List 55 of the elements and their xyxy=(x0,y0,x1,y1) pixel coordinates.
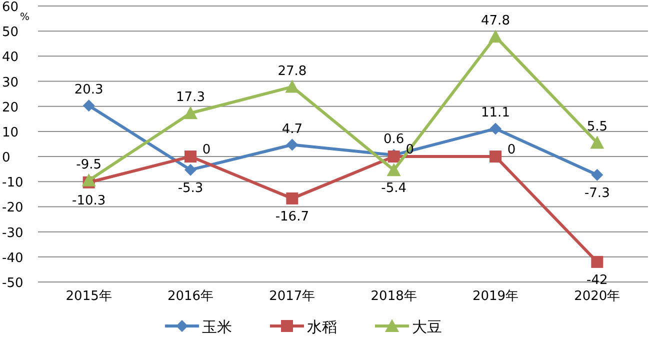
point xyxy=(286,192,298,204)
data-label: -16.7 xyxy=(275,209,309,224)
data-label: 0 xyxy=(507,142,516,158)
legend-label: 大豆 xyxy=(412,318,442,336)
y-tick-label: -30 xyxy=(2,226,24,241)
point xyxy=(591,256,604,268)
y-tick-label: -10 xyxy=(2,176,24,191)
data-label: 17.3 xyxy=(176,90,205,106)
y-tick-label: 20 xyxy=(2,100,19,116)
x-tick-label: 2017年 xyxy=(269,289,316,304)
point xyxy=(285,80,300,93)
data-label: -9.5 xyxy=(76,157,102,172)
y-tick-label: -50 xyxy=(2,276,24,291)
data-label: -5.3 xyxy=(178,180,204,196)
data-label: 5.5 xyxy=(586,120,608,135)
x-tick-label: 2019年 xyxy=(472,289,519,304)
x-tick-label: 2020年 xyxy=(574,289,620,304)
data-label: 27.8 xyxy=(278,64,307,79)
point xyxy=(82,100,95,112)
data-label: 11.1 xyxy=(481,106,510,121)
data-label: 0 xyxy=(406,142,414,158)
y-axis-title: % xyxy=(20,12,30,23)
point xyxy=(286,138,298,151)
y-tick-label: 0 xyxy=(2,150,10,166)
y-tick-label: 50 xyxy=(2,25,19,40)
point xyxy=(591,168,604,181)
y-tick-label: -20 xyxy=(2,200,24,216)
legend-label: 水稻 xyxy=(307,318,337,336)
point xyxy=(184,164,196,176)
x-tick-label: 2018年 xyxy=(370,289,417,304)
point xyxy=(386,163,401,176)
data-label: 47.8 xyxy=(481,14,510,29)
data-label: 4.7 xyxy=(282,122,303,137)
data-label: -5.4 xyxy=(381,181,407,196)
x-tick-label: 2016年 xyxy=(167,289,214,304)
data-label: -42 xyxy=(586,272,608,288)
data-label: -10.3 xyxy=(72,193,106,208)
point xyxy=(184,106,198,120)
y-tick-label: 60 xyxy=(2,0,19,15)
point xyxy=(488,30,502,43)
point xyxy=(82,173,96,186)
data-label: 20.3 xyxy=(74,82,104,98)
y-tick-label: -40 xyxy=(2,250,24,266)
x-tick-label: 2015年 xyxy=(66,289,112,304)
point xyxy=(490,150,502,163)
point xyxy=(184,150,196,163)
point xyxy=(490,122,502,135)
legend-label: 玉米 xyxy=(202,318,232,336)
y-tick-label: 30 xyxy=(2,75,19,90)
point xyxy=(590,136,604,149)
data-label: 0.6 xyxy=(383,132,404,148)
data-label: -7.3 xyxy=(584,186,610,201)
data-label: 0 xyxy=(202,142,211,158)
y-tick-label: 40 xyxy=(2,50,19,66)
y-tick-label: 10 xyxy=(2,125,19,140)
